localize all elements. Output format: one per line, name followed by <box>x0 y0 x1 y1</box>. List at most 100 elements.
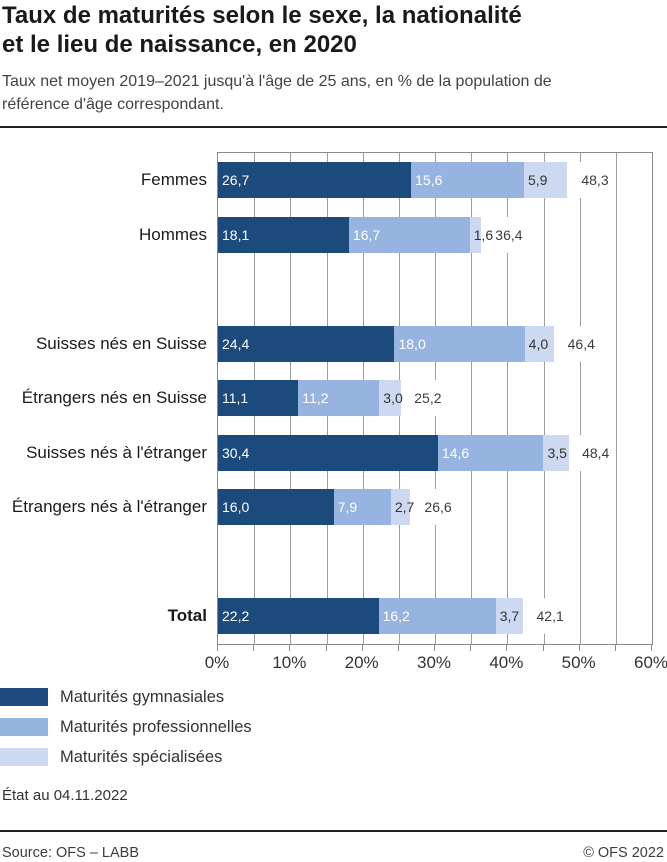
subtitle-line-1: Taux net moyen 2019–2021 jusqu'à l'âge d… <box>2 73 552 90</box>
bar-segment: 1,6 <box>469 217 493 253</box>
x-axis-tick <box>326 645 327 651</box>
bar-segment: 14,6 <box>437 435 544 471</box>
x-axis-tick <box>253 645 254 651</box>
segment-value-label: 1,6 <box>473 227 494 243</box>
segment-value-label: 4,0 <box>528 336 549 352</box>
total-value-label: 25,2 <box>412 380 444 416</box>
bar-row: 30,4 14,6 3,5 48,4 <box>218 435 652 471</box>
segment-value-label: 2,7 <box>394 499 415 515</box>
bar-segment: 22,2 <box>218 598 379 634</box>
x-axis-tick-label: 40% <box>489 653 524 672</box>
legend-label: Maturités gymnasiales <box>60 688 225 706</box>
x-axis-tick <box>289 645 290 651</box>
bar-segment: 18,0 <box>394 326 525 362</box>
bar-segment: 16,0 <box>218 489 334 525</box>
gridline-50pct <box>580 153 581 644</box>
legend-item: Maturités professionnelles <box>0 718 252 736</box>
bar-segment: 2,7 <box>390 489 415 525</box>
subtitle-line-2: référence d'âge correspondant. <box>2 96 224 113</box>
category-label: Femmes <box>140 170 207 189</box>
total-value-label: 36,4 <box>493 217 525 253</box>
segment-value-label: 3,5 <box>547 445 567 461</box>
bar-segment: 26,7 <box>218 162 412 198</box>
bar-segment: 15,6 <box>411 162 524 198</box>
segment-value-label: 22,2 <box>222 608 250 624</box>
bar-segment: 3,0 <box>379 380 403 416</box>
bar-segment: 4,0 <box>524 326 554 362</box>
x-axis-tick <box>362 645 363 651</box>
segment-value-label: 11,1 <box>222 390 249 406</box>
segment-value-label: 16,0 <box>222 499 250 515</box>
segment-value-label: 16,7 <box>352 227 381 243</box>
legend-label: Maturités spécialisées <box>60 748 223 766</box>
gridline-35pct <box>471 153 472 644</box>
bar-segment: 3,5 <box>543 435 569 471</box>
bar-segment: 3,7 <box>495 598 523 634</box>
x-axis-tick <box>615 645 616 651</box>
category-label: Étrangers nés à l'étranger <box>11 497 207 516</box>
x-axis-tick <box>434 645 435 651</box>
legend-swatch <box>0 748 48 766</box>
total-value-label: 48,4 <box>580 435 612 471</box>
category-label: Hommes <box>138 225 207 244</box>
bar-segment: 16,7 <box>348 217 470 253</box>
segment-value-label: 18,0 <box>398 336 426 352</box>
segment-value-label: 16,2 <box>382 608 410 624</box>
x-axis-tick-label: 0% <box>204 653 230 672</box>
total-value-label: 46,4 <box>565 326 597 362</box>
x-axis-tick <box>470 645 471 651</box>
x-axis-tick <box>398 645 399 651</box>
total-value-label: 48,3 <box>579 162 611 198</box>
legend-item: Maturités spécialisées <box>0 748 252 766</box>
legend-swatch <box>0 688 48 706</box>
status-note: État au 04.11.2022 <box>2 787 128 804</box>
x-axis-tick <box>217 645 218 651</box>
header-divider-rule <box>0 126 667 128</box>
segment-value-label: 3,0 <box>383 390 403 406</box>
legend-item: Maturités gymnasiales <box>0 688 252 706</box>
gridline-45pct <box>544 153 545 644</box>
x-axis-tick-label: 10% <box>272 653 307 672</box>
bar-row: 26,7 15,6 5,9 48,3 <box>218 162 652 198</box>
bar-segment: 11,1 <box>218 380 299 416</box>
x-axis-tick <box>651 645 652 651</box>
segment-value-label: 5,9 <box>527 172 548 188</box>
footer-source: Source: OFS – LABB <box>2 845 140 861</box>
legend-label: Maturités professionnelles <box>60 718 252 736</box>
segment-value-label: 24,4 <box>222 336 250 352</box>
segment-value-label: 14,6 <box>441 445 470 461</box>
page-title: Taux de maturités selon le sexe, la nati… <box>2 1 662 59</box>
x-axis-tick-label: 60% <box>633 653 667 672</box>
x-axis-tick <box>543 645 544 651</box>
total-value-label: 26,6 <box>422 489 454 525</box>
x-axis-tick <box>579 645 580 651</box>
title-line-1: Taux de maturités selon le sexe, la nati… <box>2 2 522 29</box>
bar-segment: 24,4 <box>218 326 395 362</box>
bar-segment: 16,2 <box>378 598 496 634</box>
gridline-40pct <box>507 153 508 644</box>
bar-row: 16,0 7,9 2,7 26,6 <box>218 489 652 525</box>
segment-value-label: 18,1 <box>222 227 250 243</box>
bar-row: 11,1 11,2 3,0 25,2 <box>218 380 652 416</box>
x-axis-tick-label: 30% <box>416 653 452 672</box>
title-line-2: et le lieu de naissance, en 2020 <box>2 31 357 58</box>
legend-swatch <box>0 718 48 736</box>
bar-segment: 18,1 <box>218 217 349 253</box>
bar-row: 18,1 16,7 1,6 36,4 <box>218 217 652 253</box>
total-value-label: 42,1 <box>534 598 566 634</box>
bar-row: 22,2 16,2 3,7 42,1 <box>218 598 652 634</box>
category-label: Total <box>167 606 207 625</box>
x-axis-tick-label: 20% <box>344 653 379 672</box>
segment-value-label: 3,7 <box>499 608 520 624</box>
chart-subtitle: Taux net moyen 2019–2021 jusqu'à l'âge d… <box>2 70 662 116</box>
footer-divider-rule <box>0 830 667 832</box>
chart-plot: 26,7 15,6 5,9 48,3 18,1 16,7 1,6 36,4 24,4 18,0 4,… <box>217 152 653 645</box>
footer-copyright: © OFS 2022 <box>583 845 664 861</box>
category-label: Étrangers nés en Suisse <box>21 388 207 407</box>
category-label: Suisses nés en Suisse <box>35 334 207 353</box>
bar-segment: 11,2 <box>298 380 380 416</box>
segment-value-label: 11,2 <box>302 390 329 406</box>
chart-legend: Maturités gymnasiales Maturités professio… <box>0 688 252 778</box>
